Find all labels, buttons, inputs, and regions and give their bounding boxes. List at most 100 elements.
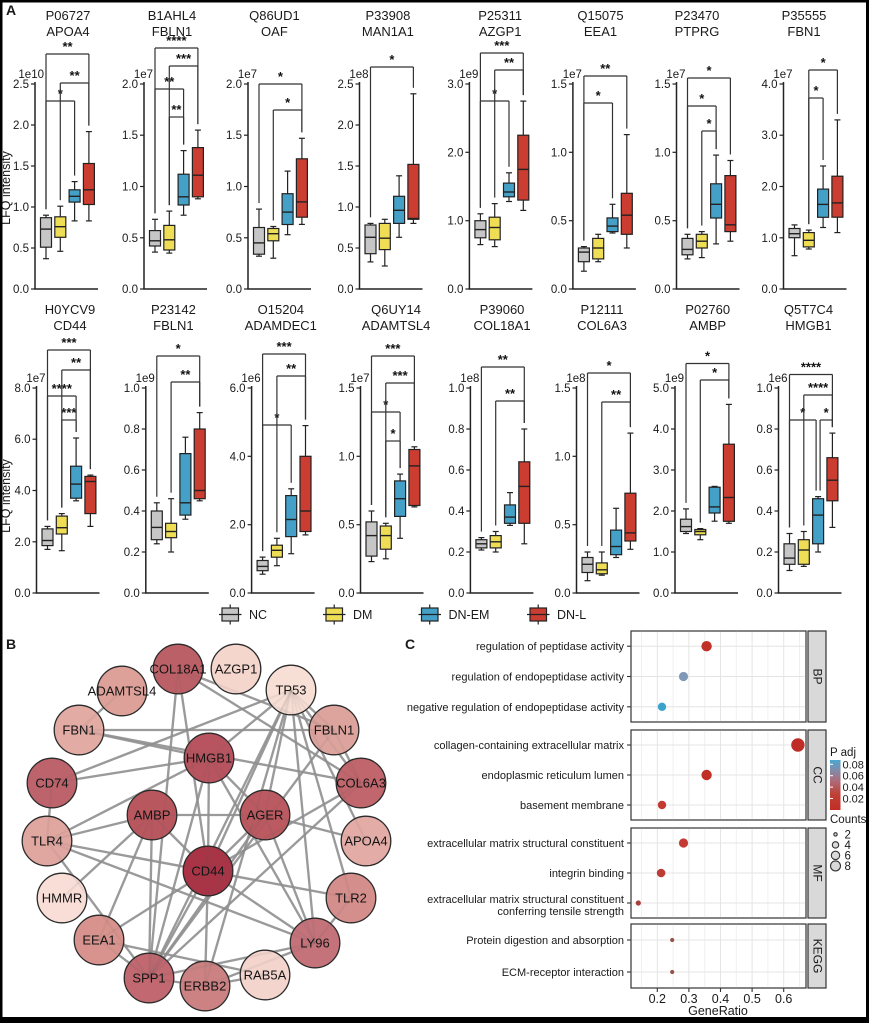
svg-text:MAN1A1: MAN1A1 — [362, 24, 414, 39]
svg-text:3.0: 3.0 — [653, 465, 669, 477]
svg-text:endoplasmic reticulum lumen: endoplasmic reticulum lumen — [482, 770, 624, 782]
svg-text:AZGP1: AZGP1 — [215, 662, 258, 677]
svg-text:0.5: 0.5 — [226, 233, 242, 245]
svg-text:0.0: 0.0 — [226, 284, 242, 296]
svg-text:1e8: 1e8 — [566, 373, 585, 385]
svg-text:0.6: 0.6 — [124, 465, 140, 477]
svg-text:1e10: 1e10 — [18, 69, 44, 81]
svg-text:0.2: 0.2 — [124, 547, 140, 559]
svg-text:2.0: 2.0 — [226, 79, 242, 91]
svg-text:negative regulation of endopep: negative regulation of endopeptidase act… — [407, 702, 625, 714]
svg-text:0.0: 0.0 — [124, 588, 140, 600]
svg-text:DN-EM: DN-EM — [449, 608, 490, 622]
svg-text:0.2: 0.2 — [757, 547, 773, 559]
svg-text:1.0: 1.0 — [653, 547, 669, 559]
svg-text:1e8: 1e8 — [460, 373, 479, 385]
svg-text:Q86UD1: Q86UD1 — [249, 8, 300, 23]
svg-text:0.0: 0.0 — [230, 588, 246, 600]
svg-text:0.8: 0.8 — [757, 424, 773, 436]
svg-text:**: ** — [600, 61, 611, 76]
svg-text:0.0: 0.0 — [757, 588, 773, 600]
svg-text:AMBP: AMBP — [134, 808, 171, 823]
svg-text:***: *** — [61, 335, 77, 350]
svg-text:***: *** — [385, 341, 401, 356]
svg-text:1.5: 1.5 — [555, 383, 571, 395]
svg-text:2.5: 2.5 — [338, 79, 354, 91]
svg-text:****: **** — [166, 33, 187, 48]
svg-text:P23142: P23142 — [151, 302, 196, 317]
svg-text:0.8: 0.8 — [124, 424, 140, 436]
svg-text:0.8: 0.8 — [448, 424, 464, 436]
svg-text:4.0: 4.0 — [230, 451, 246, 463]
svg-text:*: * — [389, 52, 395, 67]
svg-text:2.0: 2.0 — [447, 147, 463, 159]
svg-text:COL6A3: COL6A3 — [336, 776, 386, 791]
svg-text:Q5T7C4: Q5T7C4 — [784, 302, 833, 317]
svg-text:2.0: 2.0 — [15, 537, 31, 549]
svg-text:LFQ intensity: LFQ intensity — [0, 150, 13, 224]
svg-text:1e8: 1e8 — [349, 69, 368, 81]
svg-text:APOA4: APOA4 — [46, 24, 89, 39]
svg-text:2.0: 2.0 — [230, 520, 246, 532]
svg-text:1.0: 1.0 — [226, 182, 242, 194]
svg-text:FBLN1: FBLN1 — [152, 24, 192, 39]
svg-text:1.5: 1.5 — [339, 383, 355, 395]
svg-text:COL18A1: COL18A1 — [473, 318, 530, 333]
svg-text:****: **** — [801, 360, 822, 375]
svg-text:**: ** — [171, 102, 182, 117]
svg-text:0.6: 0.6 — [775, 992, 792, 1006]
svg-text:0.2: 0.2 — [649, 992, 666, 1006]
svg-text:ADAMDEC1: ADAMDEC1 — [245, 318, 317, 333]
svg-text:***: *** — [393, 368, 409, 383]
svg-text:0.06: 0.06 — [843, 771, 864, 783]
svg-text:1.5: 1.5 — [226, 130, 242, 142]
svg-text:*: * — [706, 116, 712, 131]
svg-text:1.0: 1.0 — [447, 216, 463, 228]
svg-text:**: ** — [71, 355, 82, 370]
svg-text:0.6: 0.6 — [448, 465, 464, 477]
svg-text:HMMR: HMMR — [42, 891, 82, 906]
svg-text:0.5: 0.5 — [655, 216, 671, 228]
svg-text:SPP1: SPP1 — [132, 971, 165, 986]
svg-text:GeneRatio: GeneRatio — [688, 1004, 748, 1018]
svg-text:*: * — [706, 63, 712, 78]
svg-text:1.5: 1.5 — [338, 161, 354, 173]
svg-text:1.0: 1.0 — [448, 383, 464, 395]
svg-text:**: ** — [62, 39, 73, 54]
svg-text:P33908: P33908 — [365, 8, 410, 23]
svg-text:0.3: 0.3 — [680, 992, 697, 1006]
svg-text:BP: BP — [811, 668, 825, 684]
svg-text:ECM-receptor interaction: ECM-receptor interaction — [502, 967, 624, 979]
svg-text:0.08: 0.08 — [843, 759, 864, 771]
svg-text:COL6A3: COL6A3 — [577, 318, 627, 333]
svg-text:P35555: P35555 — [782, 8, 827, 23]
svg-text:1.0: 1.0 — [762, 233, 778, 245]
svg-text:1e9: 1e9 — [665, 373, 684, 385]
svg-text:extracellular matrix structura: extracellular matrix structural constitu… — [427, 894, 624, 906]
svg-text:1e6: 1e6 — [768, 373, 787, 385]
svg-text:4.0: 4.0 — [762, 79, 778, 91]
svg-text:0.0: 0.0 — [551, 284, 567, 296]
svg-text:1.0: 1.0 — [655, 147, 671, 159]
svg-text:B1AHL4: B1AHL4 — [148, 8, 196, 23]
svg-text:*: * — [699, 91, 705, 106]
svg-text:H0YCV9: H0YCV9 — [45, 302, 96, 317]
svg-text:LY96: LY96 — [300, 936, 329, 951]
svg-text:1.0: 1.0 — [13, 202, 29, 214]
svg-text:0.0: 0.0 — [447, 284, 463, 296]
svg-text:ADAMTSL4: ADAMTSL4 — [88, 684, 157, 699]
svg-text:*: * — [285, 95, 291, 110]
svg-text:2.0: 2.0 — [122, 79, 138, 91]
svg-text:Q15075: Q15075 — [577, 8, 623, 23]
svg-text:***: *** — [494, 38, 510, 53]
svg-text:1.5: 1.5 — [655, 79, 671, 91]
svg-text:6.0: 6.0 — [230, 383, 246, 395]
svg-text:5.0: 5.0 — [653, 383, 669, 395]
svg-text:*: * — [278, 69, 284, 84]
svg-text:6.0: 6.0 — [15, 434, 31, 446]
svg-text:1e7: 1e7 — [563, 69, 582, 81]
svg-text:P25311: P25311 — [478, 8, 522, 23]
svg-text:*: * — [813, 83, 819, 98]
svg-text:0.6: 0.6 — [757, 465, 773, 477]
svg-text:regulation of endopeptidase ac: regulation of endopeptidase activity — [452, 672, 625, 684]
